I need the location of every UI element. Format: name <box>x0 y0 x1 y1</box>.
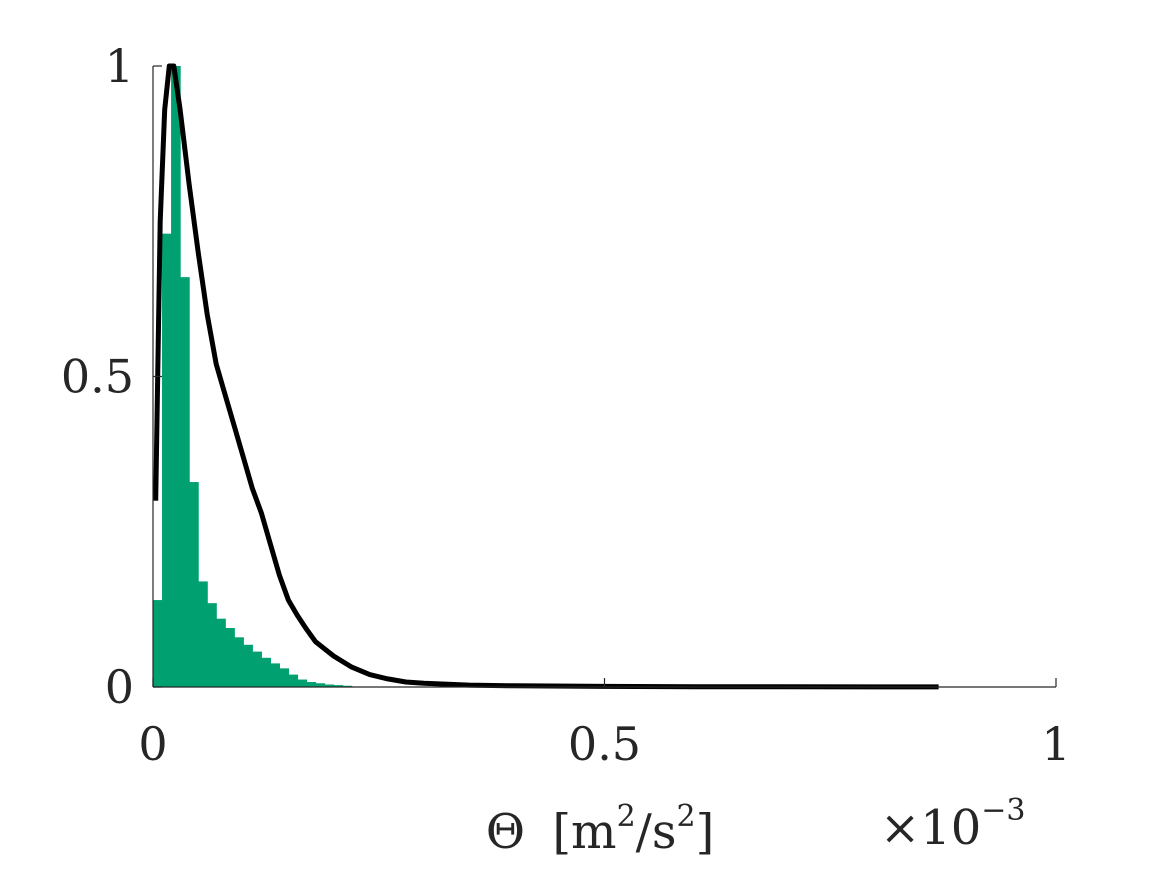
histogram-bar <box>216 618 226 687</box>
y-axis-ticks: 00.51 <box>61 39 162 714</box>
histogram-bar <box>252 651 262 687</box>
x-axis-exponent: ×10−3 <box>880 793 1026 856</box>
histogram-bar <box>198 581 208 687</box>
histogram-bar <box>270 663 281 687</box>
histogram-bar <box>207 603 217 687</box>
y-tick-label: 0.5 <box>61 350 134 404</box>
x-axis-label: Θ [m2/s2] <box>486 799 715 860</box>
histogram-bar <box>234 637 244 687</box>
histogram-bar <box>342 685 353 687</box>
x-tick-label: 1 <box>1041 717 1070 771</box>
histogram-bar <box>306 682 317 687</box>
histogram-bar <box>315 683 326 687</box>
histogram-bar <box>171 66 181 687</box>
histogram-bar <box>261 657 271 687</box>
histogram-bars <box>153 66 353 688</box>
histogram-bar <box>333 685 344 687</box>
histogram-bar <box>153 600 163 687</box>
y-tick-label: 0 <box>105 660 134 714</box>
density-curve <box>153 63 939 690</box>
histogram-bar <box>189 482 199 687</box>
histogram-bar <box>180 277 190 687</box>
histogram-bar <box>288 674 299 687</box>
x-tick-label: 0 <box>138 717 167 771</box>
histogram-bar <box>243 644 253 687</box>
histogram-bar <box>162 233 172 688</box>
histogram-bar <box>279 668 290 687</box>
x-tick-label: 0.5 <box>568 717 641 771</box>
x-axis-ticks: 0 0.5 1 <box>138 678 1071 771</box>
histogram-bar <box>297 679 308 687</box>
histogram-bar <box>225 628 235 687</box>
y-tick-label: 1 <box>105 39 134 93</box>
histogram-bar <box>324 684 335 687</box>
